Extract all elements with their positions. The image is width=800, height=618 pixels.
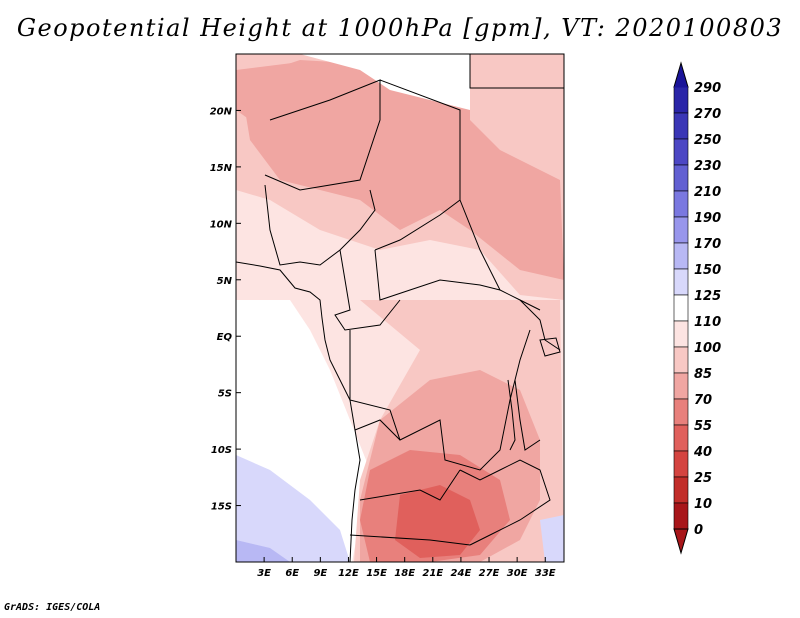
colorbar-swatch — [673, 164, 689, 192]
colorbar-swatch — [673, 398, 689, 426]
lat-tick-label: 15N — [210, 163, 233, 174]
colorbar-swatch — [673, 216, 689, 244]
field-north-70b — [236, 62, 300, 120]
field-ocean-125 — [236, 455, 350, 562]
lon-tick-label: 12E — [338, 568, 359, 579]
lat-tick-label: 15S — [211, 502, 232, 513]
colorbar-swatch — [673, 294, 689, 322]
colorbar-label: 150 — [694, 263, 721, 278]
border-zambia — [459, 459, 551, 546]
border-nigeria — [264, 184, 376, 266]
lon-tick-label: 33E — [535, 568, 556, 579]
colorbar-label: 230 — [694, 159, 721, 174]
colorbar-swatch — [673, 190, 689, 218]
border-sahel — [264, 79, 381, 191]
border-sudan — [459, 54, 564, 311]
colorbar-label: 40 — [693, 445, 712, 460]
colorbar-label: 170 — [694, 237, 721, 252]
colorbar-top-edge — [674, 86, 688, 88]
border-angola — [349, 419, 471, 546]
border-cameroon — [334, 249, 401, 331]
chart-title: Geopotential Height at 1000hPa [gpm], VT… — [16, 14, 784, 42]
field-south-40 — [395, 485, 480, 558]
colorbar-label: 70 — [694, 393, 712, 408]
lon-axis: 3E 6E 9E 12E 15E 18E 21E 24E 27E 30E 33E — [257, 557, 556, 579]
field-ocean-150 — [236, 540, 290, 562]
colorbar-top-arrow — [673, 61, 689, 88]
lat-tick-label: 10N — [210, 219, 233, 230]
lake-victoria — [539, 337, 561, 357]
colorbar-bottom-arrow — [673, 528, 689, 555]
country-borders — [236, 54, 564, 562]
colorbar-label: 0 — [694, 523, 703, 538]
colorbar-label: 55 — [694, 419, 712, 434]
coastline-west — [236, 261, 361, 562]
colorbar-swatch — [673, 242, 689, 270]
lon-tick-label: 9E — [313, 568, 327, 579]
colorbar-swatch — [673, 138, 689, 166]
height-field — [236, 54, 564, 562]
colorbar-label: 85 — [694, 367, 712, 382]
lon-tick-label: 24E — [451, 568, 472, 579]
border-chad — [374, 79, 461, 251]
colorbar-swatch — [673, 372, 689, 400]
colorbar-label: 250 — [694, 133, 721, 148]
colorbar-swatch — [673, 450, 689, 478]
field-north-70 — [240, 60, 564, 280]
colorbar-label: 25 — [694, 471, 712, 486]
colorbar-label: 290 — [694, 81, 721, 96]
lon-tick-label: 30E — [507, 568, 528, 579]
lon-tick-label: 21E — [422, 568, 443, 579]
colorbar-swatch — [673, 502, 689, 530]
colorbar-label: 100 — [694, 341, 721, 356]
colorbar-swatch — [673, 424, 689, 452]
colorbar-swatch — [673, 86, 689, 114]
colorbar-label: 270 — [694, 107, 721, 122]
colorbar-swatch — [673, 320, 689, 348]
colorbar-label: 190 — [694, 211, 721, 226]
colorbar-label: 210 — [694, 185, 721, 200]
grads-credit: GrADS: IGES/COLA — [4, 602, 101, 613]
field-se-125 — [540, 515, 564, 562]
colorbar-swatch — [673, 112, 689, 140]
colorbar-swatch — [673, 476, 689, 504]
lake-tanganyika — [507, 379, 516, 451]
lon-tick-label: 15E — [366, 568, 387, 579]
border-drc — [349, 329, 531, 471]
colorbar-swatch — [673, 268, 689, 296]
lon-tick-label: 27E — [479, 568, 500, 579]
border-car — [374, 249, 501, 301]
colorbar: 2902702502302101901701501251101008570554… — [673, 61, 721, 555]
lon-tick-label: 6E — [285, 568, 299, 579]
lon-tick-label: 3E — [257, 568, 271, 579]
lat-tick-label: 5N — [217, 276, 233, 287]
map-frame — [235, 53, 565, 563]
border-east — [514, 299, 561, 451]
colorbar-label: 110 — [694, 315, 721, 330]
lon-tick-label: 18E — [394, 568, 415, 579]
colorbar-label: 10 — [694, 497, 712, 512]
lat-tick-label: 20N — [210, 106, 233, 117]
lat-tick-label: 5S — [218, 389, 232, 400]
lat-tick-label: 10S — [211, 445, 232, 456]
lat-axis: 20N 15N 10N 5N EQ 5S 10S 15S — [210, 106, 241, 513]
colorbar-swatch — [673, 346, 689, 374]
lat-tick-label: EQ — [217, 332, 233, 343]
colorbar-label: 125 — [694, 289, 721, 304]
